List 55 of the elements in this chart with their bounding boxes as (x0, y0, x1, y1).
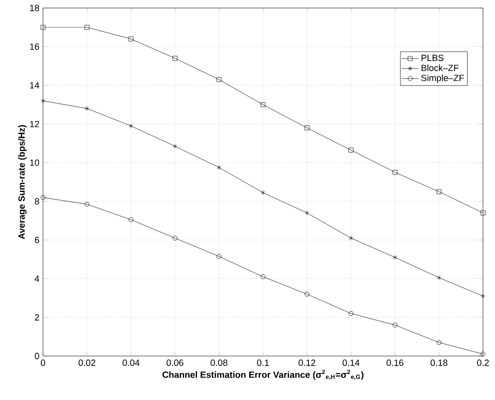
point (392, 170, 398, 175)
point (216, 165, 222, 170)
point (304, 125, 310, 130)
point (216, 254, 222, 259)
y-axis-title: Average Sum-rate (bps/Hz) (18, 125, 27, 240)
point (172, 56, 178, 61)
y-tick-label: 12 (30, 120, 40, 128)
y-tick-label: 4 (34, 276, 40, 282)
y-tick-label: 18 (30, 4, 40, 12)
x-tick-label: 0.04 (122, 360, 140, 366)
point (260, 274, 266, 280)
legend-label: PLBS (422, 54, 444, 62)
point (304, 292, 310, 297)
point (172, 236, 178, 240)
point (348, 236, 354, 240)
point (84, 106, 90, 111)
point (348, 311, 354, 316)
point (172, 144, 178, 149)
point (436, 340, 442, 345)
y-tick-label: 8 (34, 198, 40, 205)
point (128, 36, 134, 42)
y-tick-label: 2 (34, 314, 40, 320)
y-tick-label: 6 (34, 236, 40, 244)
x-tick-label: 0.06 (166, 360, 184, 366)
x-tick-label: 0.12 (298, 360, 316, 366)
point (436, 275, 442, 280)
x-tick-label: 0.14 (342, 360, 360, 366)
x-tick-label: 0.18 (430, 360, 448, 366)
point (40, 24, 46, 30)
legend-label: Block–ZF (422, 64, 459, 72)
point (304, 210, 310, 216)
legend-label: Simple–ZF (421, 74, 464, 83)
point (260, 190, 266, 196)
point (84, 24, 90, 30)
y-tick-label: 10 (30, 159, 40, 166)
point (348, 148, 354, 152)
x-tick-label: 0 (40, 360, 46, 366)
y-tick-label: 16 (30, 43, 40, 50)
y-tick-label: 0 (34, 352, 40, 360)
x-axis-title: Channel Estimation Error Variance (σ$^{2}$$_{e,H}$=σ$^{2}$$_{e,G}$) (162, 370, 364, 380)
x-tick-label: 0.2 (477, 360, 489, 366)
x-tick-label: 0.1 (257, 360, 269, 366)
point (392, 322, 398, 328)
point (84, 202, 90, 207)
point (392, 255, 398, 260)
x-tick-label: 0.02 (78, 360, 96, 366)
point (480, 210, 486, 216)
point (260, 102, 266, 108)
point (128, 124, 134, 128)
x-tick-label: 0.16 (386, 360, 404, 366)
x-tick-label: 0.08 (210, 360, 228, 366)
y-tick-label: 14 (30, 82, 40, 88)
point (436, 189, 442, 194)
point (216, 77, 222, 82)
point (128, 217, 134, 222)
